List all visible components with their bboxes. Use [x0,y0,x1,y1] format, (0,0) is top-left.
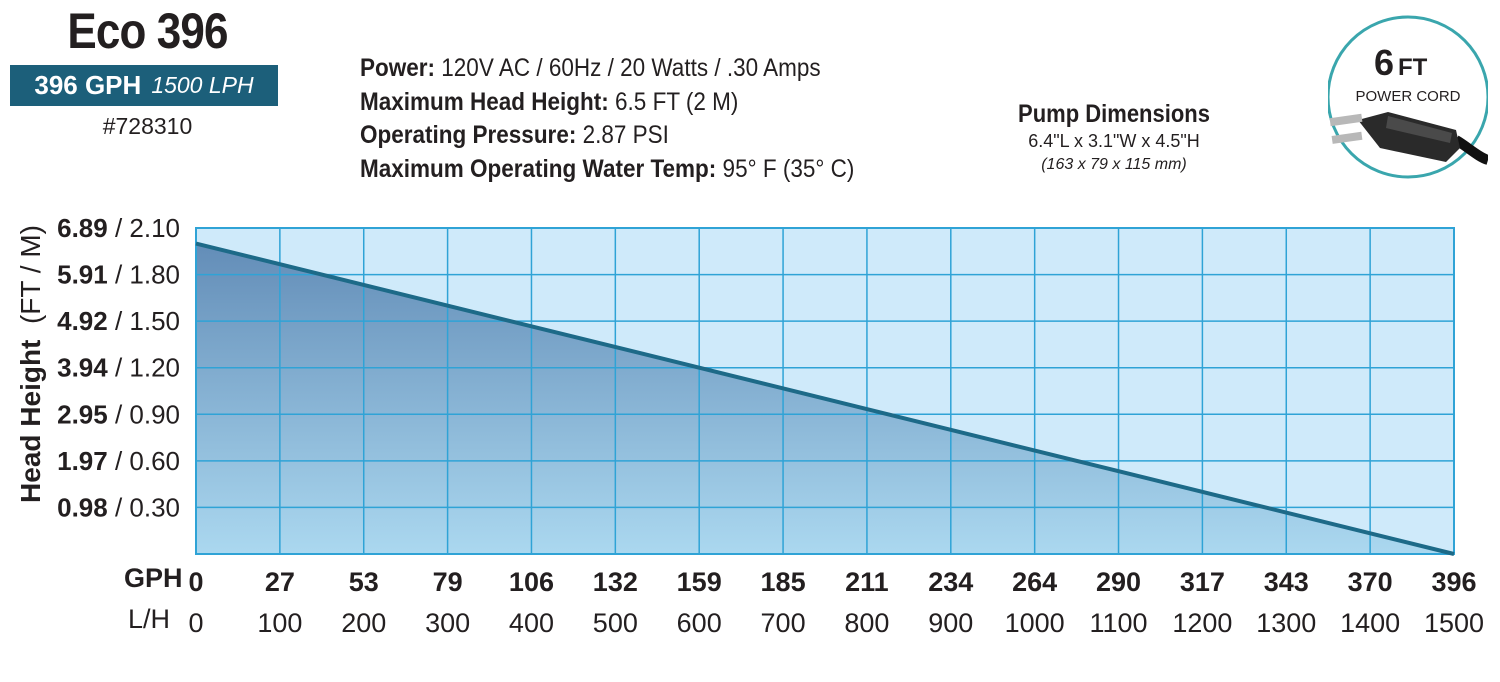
x-axis-unit-gph: GPH [124,563,183,593]
x-axis-unit-lh: L/H [128,604,171,634]
y-tick-ft: 0.98 [57,492,108,522]
spec-value: 6.5 FT (2 M) [608,87,739,116]
y-tick-label: 1.97 / 0.60 [57,446,180,476]
y-tick-ft: 4.92 [57,306,108,336]
x-tick-gph: 159 [677,567,722,597]
spec-label: Power: [360,54,436,82]
spec-value: 120V AC / 60Hz / 20 Watts / .30 Amps [435,54,821,82]
spec-label: Maximum Operating Water Temp: [360,154,717,183]
x-tick-gph: 27 [265,567,295,597]
x-tick-lh: 1200 [1172,608,1232,638]
y-tick-label: 4.92 / 1.50 [57,306,180,336]
x-tick-lh: 1500 [1424,608,1484,638]
dimensions-metric: (163 x 79 x 115 mm) [1041,156,1187,173]
x-tick-gph: 396 [1431,567,1476,597]
x-tick-gph: 234 [928,567,973,597]
x-tick-gph: 317 [1180,567,1225,597]
x-tick-gph: 343 [1264,567,1309,597]
power-cord-badge: 6 FT POWER CORD [1328,15,1488,179]
dimensions-imperial: 6.4"L x 3.1"W x 4.5"H [1028,131,1200,151]
y-tick-m: / 1.50 [108,306,180,336]
x-tick-gph: 290 [1096,567,1141,597]
spec-water-temp: Maximum Operating Water Temp: 95° F (35°… [360,153,854,187]
spec-list: Power: 120V AC / 60Hz / 20 Watts / .30 A… [360,52,909,186]
y-tick-ft: 6.89 [57,213,108,243]
dimensions-heading: Pump Dimensions [1018,100,1210,128]
x-tick-gph: 106 [509,567,554,597]
x-tick-gph: 211 [845,567,889,597]
y-tick-label: 2.95 / 0.90 [57,399,180,429]
spec-label: Operating Pressure: [360,121,577,149]
x-tick-lh: 100 [257,608,302,638]
x-tick-lh: 200 [341,608,386,638]
x-tick-lh: 0 [188,608,203,638]
x-tick-lh: 900 [928,608,973,638]
x-tick-lh: 400 [509,608,554,638]
y-tick-ft: 1.97 [57,446,108,476]
x-tick-lh: 700 [761,608,806,638]
y-tick-label: 5.91 / 1.80 [57,260,180,290]
y-tick-m: / 1.80 [108,260,180,290]
spec-label: Maximum Head Height: [360,87,609,116]
x-tick-lh: 1400 [1340,608,1400,638]
y-tick-ft: 2.95 [57,399,108,429]
performance-curve [195,241,1455,556]
flow-gph: 396 GPH [34,70,142,100]
y-tick-label: 0.98 / 0.30 [57,492,180,522]
x-tick-lh: 1000 [1005,608,1065,638]
y-tick-m: / 0.30 [108,492,180,522]
part-number: #728310 [102,113,193,139]
spec-value: 2.87 PSI [576,121,669,149]
power-plug-icon [1329,112,1488,165]
cord-length-unit: FT [1398,54,1428,81]
y-tick-ft: 5.91 [57,260,108,290]
model-title: Eco 396 [67,3,228,59]
x-tick-gph: 185 [761,567,806,597]
flow-lph: 1500 LPH [151,72,254,98]
y-tick-m: / 1.20 [108,353,180,383]
plot-border [195,227,1455,555]
x-tick-lh: 1100 [1090,608,1148,638]
flow-rate-badge: 396 GPH 1500 LPH [10,65,278,106]
spec-pressure: Operating Pressure: 2.87 PSI [360,119,854,153]
x-tick-lh: 1300 [1256,608,1316,638]
y-tick-m: / 0.60 [108,446,180,476]
y-tick-label: 3.94 / 1.20 [57,353,180,383]
y-tick-m: / 2.10 [108,213,180,243]
x-tick-gph: 132 [593,567,638,597]
pump-dimensions: Pump Dimensions 6.4"L x 3.1"W x 4.5"H (1… [980,100,1248,174]
x-tick-lh: 800 [844,608,889,638]
spec-value: 95° F (35° C) [716,154,855,183]
x-tick-gph: 0 [188,567,203,597]
x-tick-lh: 500 [593,608,638,638]
y-tick-label: 6.89 / 2.10 [57,213,180,243]
x-tick-gph: 370 [1348,567,1393,597]
cord-length: 6 [1374,42,1394,83]
x-tick-gph: 79 [433,567,463,597]
x-tick-gph: 264 [1012,567,1057,597]
spec-power: Power: 120V AC / 60Hz / 20 Watts / .30 A… [360,52,854,86]
spec-max-head: Maximum Head Height: 6.5 FT (2 M) [360,86,854,120]
y-tick-m: / 0.90 [108,399,180,429]
x-tick-lh: 600 [677,608,722,638]
cord-label: POWER CORD [1356,88,1461,105]
x-tick-gph: 53 [349,567,379,597]
x-tick-lh: 300 [425,608,470,638]
y-tick-ft: 3.94 [57,353,108,383]
